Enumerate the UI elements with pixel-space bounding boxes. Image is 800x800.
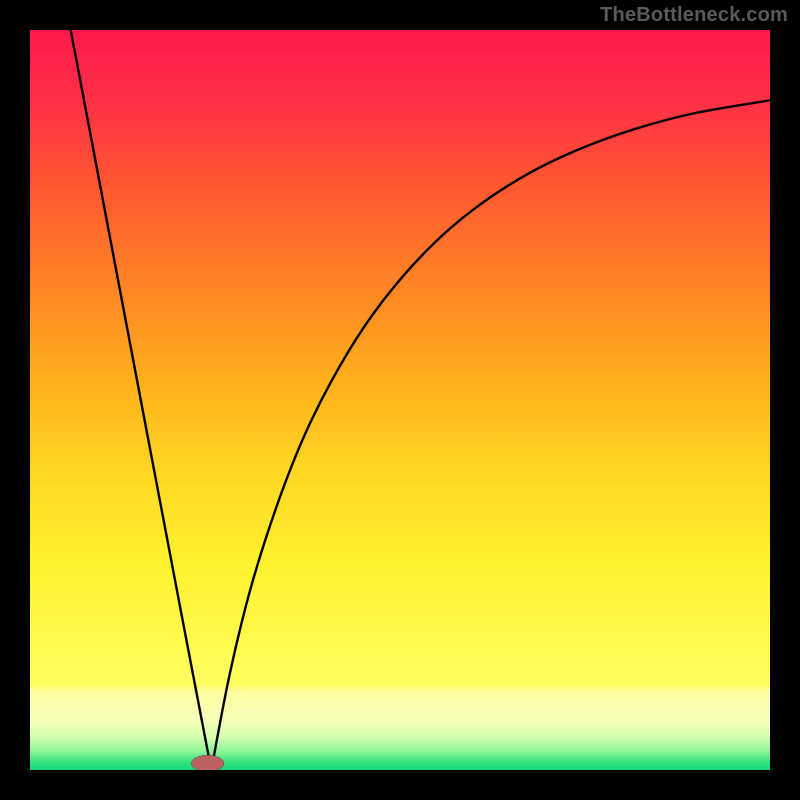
plot-area <box>30 30 770 770</box>
optimal-point-marker <box>191 755 224 770</box>
bottleneck-curve-chart <box>30 30 770 770</box>
chart-container: TheBottleneck.com <box>0 0 800 800</box>
watermark-text: TheBottleneck.com <box>600 4 788 27</box>
